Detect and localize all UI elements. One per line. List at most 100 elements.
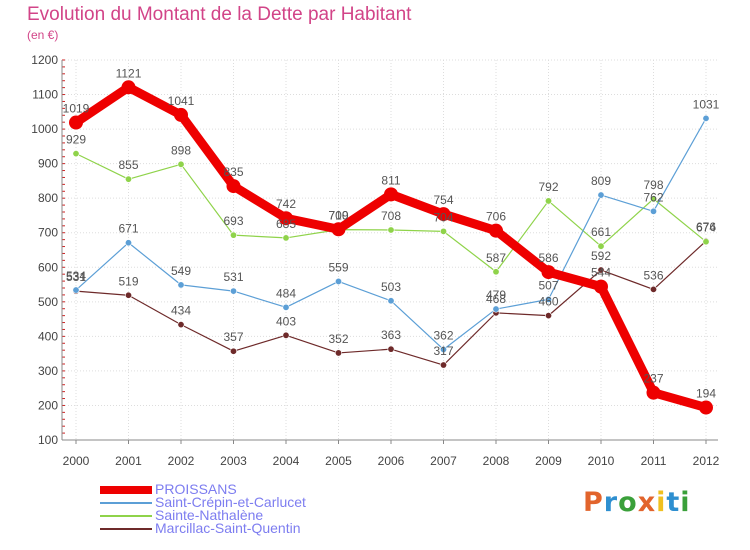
legend-label: Sainte-Nathalène <box>155 507 264 523</box>
y-tick-label: 200 <box>38 398 58 412</box>
logo-letter: i <box>680 487 691 518</box>
legend-item-sainte-nathalene: Sainte-Nathalène <box>100 507 306 523</box>
data-label: 536 <box>643 268 663 282</box>
data-point <box>649 195 657 203</box>
y-tick-labels: 100 200 300 400 500 600 700 800 900 1000 1100 1200 <box>31 53 58 447</box>
data-point <box>282 303 290 311</box>
data-point <box>334 349 342 357</box>
series-points <box>69 80 713 415</box>
data-point <box>544 295 552 303</box>
y-tick-label: 1200 <box>31 53 58 67</box>
data-label: 685 <box>276 217 296 231</box>
data-point <box>702 238 710 246</box>
legend-item-marcillac: Marcillac-Saint-Quentin <box>100 521 306 535</box>
y-tick-label: 900 <box>38 157 58 171</box>
data-label: 586 <box>538 251 558 265</box>
y-tick-label: 600 <box>38 260 58 274</box>
legend-label: Saint-Crépin-et-Carlucet <box>155 494 306 510</box>
x-tick-label: 2001 <box>115 454 142 468</box>
x-tick-label: 2011 <box>641 454 667 468</box>
data-point <box>72 150 80 158</box>
legend-item-saint-crepin: Saint-Crépin-et-Carlucet <box>100 494 306 510</box>
data-label: 352 <box>328 332 348 346</box>
x-tick-label: 2002 <box>168 454 195 468</box>
y-tick-label: 800 <box>38 191 58 205</box>
data-point <box>334 277 342 285</box>
data-label: 1041 <box>168 94 195 108</box>
data-point <box>279 211 293 226</box>
legend-swatch-sainte-nathalene <box>100 514 152 517</box>
y-tick-label: 100 <box>38 433 58 447</box>
data-label: 835 <box>223 165 243 179</box>
y-tick-label: 500 <box>38 295 58 309</box>
data-point <box>387 226 395 234</box>
legend-swatch-marcillac <box>100 527 152 530</box>
data-label: 484 <box>276 286 296 300</box>
x-tick-label: 2004 <box>273 454 300 468</box>
data-label: 544 <box>591 266 611 280</box>
data-label: 704 <box>433 210 453 224</box>
data-point <box>597 242 605 250</box>
data-label: 674 <box>696 221 716 235</box>
data-point <box>649 207 657 215</box>
data-label: 798 <box>643 178 663 192</box>
data-label: 468 <box>486 292 506 306</box>
data-point <box>69 115 83 130</box>
proxiti-logo: Proxiti <box>583 487 691 518</box>
data-label: 363 <box>381 328 401 342</box>
data-point <box>125 291 133 299</box>
plot-area <box>62 60 718 440</box>
data-label: 559 <box>328 260 348 274</box>
data-point <box>597 191 605 199</box>
data-label: 855 <box>118 158 138 172</box>
legend: PROISSANS Saint-Crépin-et-Carlucet Saint… <box>100 481 306 535</box>
y-tick-label: 700 <box>38 226 58 240</box>
data-label: 792 <box>538 180 558 194</box>
data-label: 317 <box>433 344 453 358</box>
data-point <box>492 268 500 276</box>
data-label: 809 <box>591 174 611 188</box>
data-point <box>226 179 241 194</box>
legend-swatch-saint-crepin <box>100 501 152 504</box>
x-tick-label: 2007 <box>430 454 457 468</box>
data-label: 709 <box>328 209 348 223</box>
data-label: 706 <box>486 210 506 224</box>
x-tick-label: 2010 <box>588 454 615 468</box>
chart-title: Evolution du Montant de la Dette par Hab… <box>27 4 412 25</box>
data-label: 503 <box>381 280 401 294</box>
chart-subtitle: (en €) <box>27 28 59 42</box>
data-label: 549 <box>171 264 191 278</box>
logo-letter: x <box>637 487 657 518</box>
data-point <box>439 345 447 353</box>
x-tick-label: 2000 <box>63 454 90 468</box>
data-point <box>387 297 395 305</box>
data-label: 357 <box>223 330 243 344</box>
data-label: 676 <box>696 220 716 234</box>
data-label: 592 <box>591 249 611 263</box>
legend-swatch-proissans <box>100 485 152 494</box>
logo-letter: o <box>618 487 638 518</box>
data-label: 754 <box>433 193 453 207</box>
data-point <box>439 227 447 235</box>
data-label: 762 <box>643 190 663 204</box>
data-point <box>282 234 290 242</box>
data-point <box>702 114 710 122</box>
data-label: 507 <box>538 278 558 292</box>
legend-label: PROISSANS <box>155 481 237 497</box>
legend-item-proissans: PROISSANS <box>100 481 306 497</box>
logo-letter: t <box>666 487 681 518</box>
data-point <box>177 321 185 329</box>
x-tick-label: 2006 <box>378 454 405 468</box>
data-point <box>230 287 238 295</box>
data-label: 742 <box>276 197 296 211</box>
data-label: 479 <box>486 288 506 302</box>
data-point <box>699 400 713 415</box>
data-point <box>230 347 238 355</box>
data-label: 237 <box>643 372 663 386</box>
data-label: 671 <box>118 222 138 236</box>
logo-letter: r <box>603 487 619 518</box>
data-label: 194 <box>696 387 716 401</box>
x-tick-label: 2009 <box>535 454 562 468</box>
